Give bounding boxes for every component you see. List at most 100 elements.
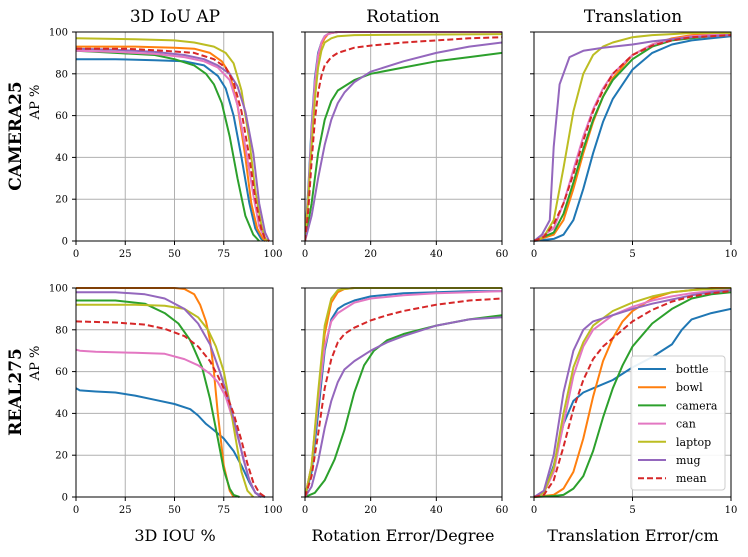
panel-real275-rotation: 0 20 40 60 <box>301 287 509 516</box>
y-tick-label: 0 <box>62 493 68 504</box>
column-title-translation: Translation <box>584 7 682 27</box>
xlabel-translation-error: Translation Error/cm <box>547 526 718 545</box>
series-line-camera <box>76 49 260 242</box>
x-tick-label: 100 <box>263 249 282 260</box>
x-tick-label: 75 <box>217 249 230 260</box>
column-title-rotation: Rotation <box>366 7 440 27</box>
series-line-mug <box>305 316 502 498</box>
series-group <box>305 31 502 242</box>
series-line-mean <box>76 320 266 498</box>
x-tick-label: 0 <box>73 249 79 260</box>
series-line-laptop <box>305 33 502 242</box>
series-line-laptop <box>76 37 270 242</box>
legend-item-laptop: laptop <box>638 436 711 449</box>
series-line-mean <box>305 297 502 498</box>
y-tick-label: 60 <box>55 367 68 378</box>
xlabel-rotation-error: Rotation Error/Degree <box>312 526 495 545</box>
y-tick-label: 0 <box>62 237 68 248</box>
axes-frame <box>304 31 503 242</box>
series-line-laptop <box>534 32 731 242</box>
y-tick-label: 80 <box>55 325 68 336</box>
x-tick-label: 50 <box>168 249 181 260</box>
legend: bottle bowl camera can laptop mug mean <box>630 355 726 491</box>
y-tick-label: 100 <box>49 28 68 39</box>
series-line-camera <box>305 314 502 498</box>
x-tick-label: 60 <box>496 505 509 516</box>
x-tick-label: 0 <box>73 505 79 516</box>
x-tick-label: 0 <box>302 505 308 516</box>
x-tick-label: 100 <box>263 505 282 516</box>
legend-item-mug: mug <box>638 454 701 467</box>
panel-camera25-rotation: 0 20 40 60 <box>301 31 509 260</box>
series-line-laptop <box>76 303 255 498</box>
x-tick-label: 5 <box>629 505 635 516</box>
legend-label: bottle <box>676 363 709 376</box>
legend-label: laptop <box>676 436 711 449</box>
x-tick-label: 40 <box>430 249 443 260</box>
x-tick-label: 0 <box>531 249 537 260</box>
series-group <box>534 287 731 498</box>
x-tick-label: 10 <box>725 249 738 260</box>
legend-box <box>630 355 726 491</box>
y-tick-label: 60 <box>55 111 68 122</box>
x-tick-label: 0 <box>531 505 537 516</box>
series-group <box>76 37 271 242</box>
series-line-mean <box>76 47 270 242</box>
y-tick-label: 20 <box>55 195 68 206</box>
series-line-can <box>305 31 502 242</box>
series-group <box>305 287 502 498</box>
panel-real275-iou: 0 25 50 75 100 0 20 40 60 80 100 <box>49 284 283 517</box>
legend-item-camera: camera <box>638 399 718 412</box>
x-tick-label: 25 <box>119 249 132 260</box>
legend-item-bottle: bottle <box>638 363 709 376</box>
ylabel-camera25: AP % <box>28 85 43 121</box>
x-tick-label: 20 <box>364 505 377 516</box>
series-line-can <box>76 49 270 242</box>
row-label-real275: REAL275 <box>6 348 26 436</box>
row-label-camera25: CAMERA25 <box>6 81 26 190</box>
x-tick-label: 75 <box>217 505 230 516</box>
legend-item-mean: mean <box>638 472 707 485</box>
legend-item-can: can <box>638 418 696 431</box>
y-tick-label: 40 <box>55 409 68 420</box>
series-line-camera <box>534 291 731 498</box>
legend-item-bowl: bowl <box>638 381 703 394</box>
panel-real275-translation: 0 5 10 <box>530 287 738 516</box>
series-line-mug <box>76 47 271 242</box>
y-tick-label: 100 <box>49 284 68 295</box>
series-line-mug <box>305 41 502 242</box>
series-line-mean <box>534 290 731 498</box>
axes-frame <box>304 287 503 498</box>
x-tick-label: 5 <box>629 249 635 260</box>
legend-label: camera <box>676 399 718 412</box>
y-tick-label: 20 <box>55 451 68 462</box>
x-tick-label: 40 <box>430 505 443 516</box>
ylabel-real275: AP % <box>28 346 43 382</box>
panel-camera25-iou: 0 25 50 75 100 0 20 40 60 80 100 <box>49 28 283 261</box>
legend-label: mean <box>676 472 707 485</box>
series-line-bottle <box>305 31 502 242</box>
series-group <box>76 287 266 498</box>
legend-label: can <box>676 418 696 431</box>
x-tick-label: 20 <box>364 249 377 260</box>
series-line-mean <box>534 34 731 242</box>
series-line-bottle <box>76 58 266 242</box>
y-tick-label: 80 <box>55 69 68 80</box>
x-tick-label: 50 <box>168 505 181 516</box>
column-title-3d-iou-ap: 3D IoU AP <box>130 7 220 27</box>
xlabel-3d-iou: 3D IOU % <box>134 526 215 545</box>
x-tick-label: 60 <box>496 249 509 260</box>
x-tick-label: 25 <box>119 505 132 516</box>
legend-label: mug <box>676 454 701 467</box>
series-line-camera <box>305 51 502 242</box>
series-line-bowl <box>305 31 502 242</box>
series-line-mug <box>534 289 731 498</box>
y-tick-label: 40 <box>55 153 68 164</box>
panel-camera25-translation: 0 5 10 <box>530 31 738 260</box>
series-line-mean <box>305 36 502 242</box>
series-line-mug <box>76 291 262 498</box>
x-tick-label: 10 <box>725 505 738 516</box>
series-group <box>534 32 731 242</box>
